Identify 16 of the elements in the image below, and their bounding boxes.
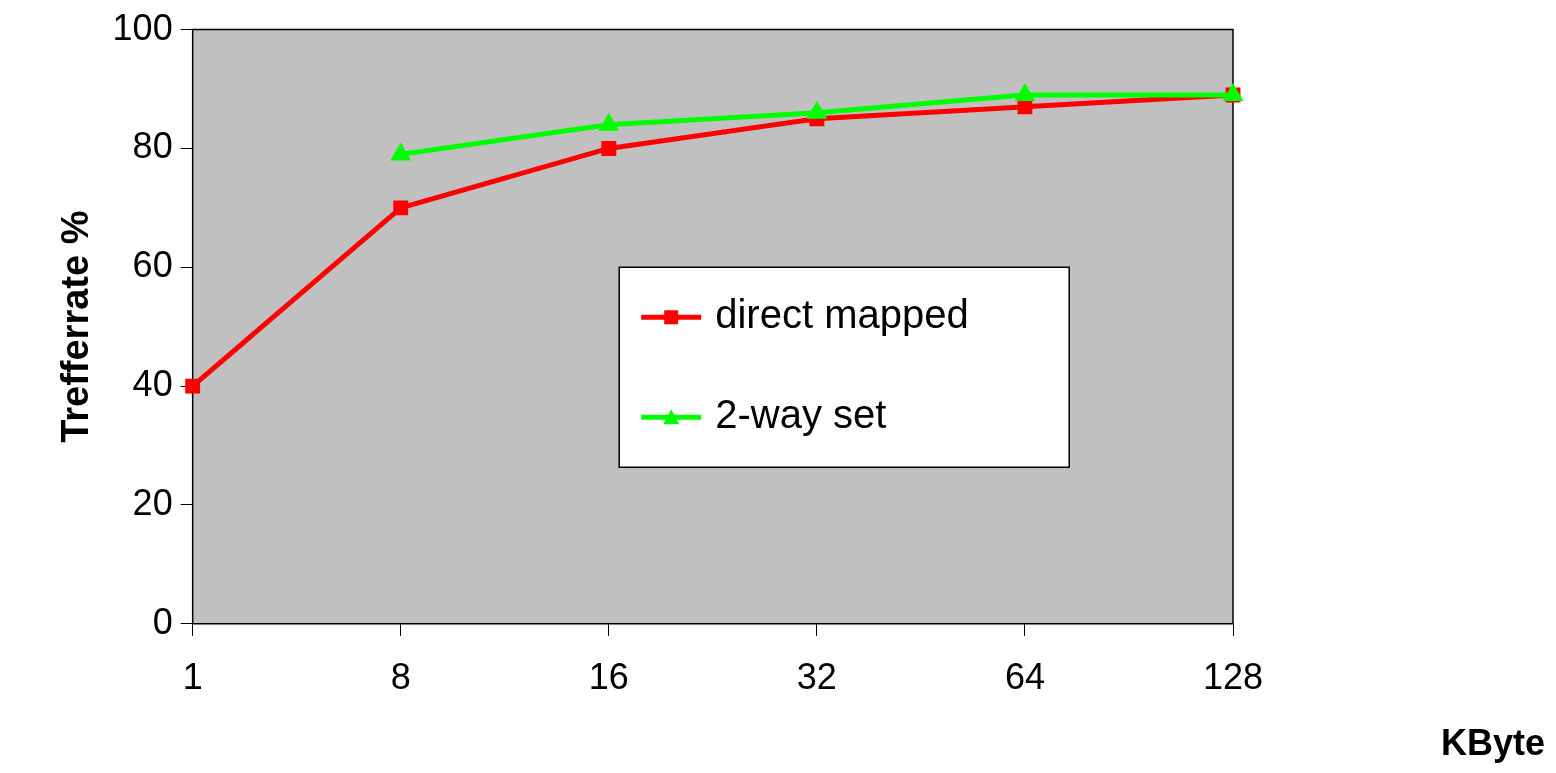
legend-label: 2-way set — [715, 392, 887, 437]
x-tick-label: 128 — [1202, 656, 1264, 698]
y-tick-label: 40 — [132, 363, 173, 405]
y-tick-label: 0 — [152, 600, 173, 642]
legend-label: direct mapped — [715, 292, 969, 337]
x-tick-label: 1 — [182, 656, 203, 698]
x-axis-title: KByte — [1440, 721, 1545, 763]
y-tick-label: 60 — [132, 244, 173, 286]
x-tick-label: 64 — [1004, 656, 1045, 698]
y-tick-label: 100 — [112, 6, 173, 48]
y-axis-title: Trefferrate % — [54, 210, 97, 443]
x-tick-label: 16 — [588, 656, 629, 698]
x-tick-label: 32 — [796, 656, 837, 698]
y-tick-label: 20 — [132, 481, 173, 523]
x-tick-label: 8 — [390, 656, 411, 698]
y-tick-label: 80 — [132, 125, 173, 167]
